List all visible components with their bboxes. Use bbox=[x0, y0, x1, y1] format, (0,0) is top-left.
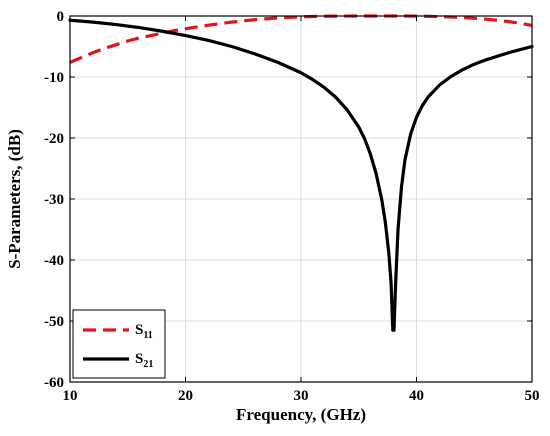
legend-label-s21-sub: 21 bbox=[143, 359, 153, 370]
legend: S11 S21 bbox=[72, 309, 166, 379]
x-tick-label: 40 bbox=[409, 388, 424, 404]
legend-label-s11-sub: 11 bbox=[143, 330, 152, 341]
x-tick-label: 30 bbox=[294, 388, 309, 404]
legend-label-s21-base: S bbox=[135, 351, 143, 367]
y-tick-label: -40 bbox=[44, 253, 64, 269]
y-tick-label: -60 bbox=[44, 375, 64, 391]
legend-box bbox=[72, 309, 166, 379]
y-tick-label: 0 bbox=[57, 9, 65, 25]
y-tick-label: -30 bbox=[44, 192, 64, 208]
legend-label-s11-base: S bbox=[135, 322, 143, 338]
y-axis-label: S-Parameters, (dB) bbox=[5, 129, 24, 269]
legend-label-s21: S21 bbox=[135, 351, 153, 370]
grid bbox=[69, 15, 533, 383]
x-axis-label: Frequency, (GHz) bbox=[236, 405, 366, 424]
y-tick-label: -20 bbox=[44, 131, 64, 147]
x-tick-label: 20 bbox=[178, 388, 193, 404]
series-layer bbox=[68, 14, 534, 332]
legend-label-s11: S11 bbox=[135, 322, 153, 341]
series-line-s11 bbox=[69, 14, 533, 64]
series-line-s21 bbox=[68, 18, 534, 332]
x-tick-label: 50 bbox=[525, 388, 540, 404]
y-tick-label: -50 bbox=[44, 314, 64, 330]
tick-labels: 10 20 30 40 50 0 -10 -20 -30 -40 -50 -60 bbox=[44, 9, 540, 404]
y-tick-label: -10 bbox=[44, 70, 64, 86]
x-tick-label: 10 bbox=[63, 388, 78, 404]
